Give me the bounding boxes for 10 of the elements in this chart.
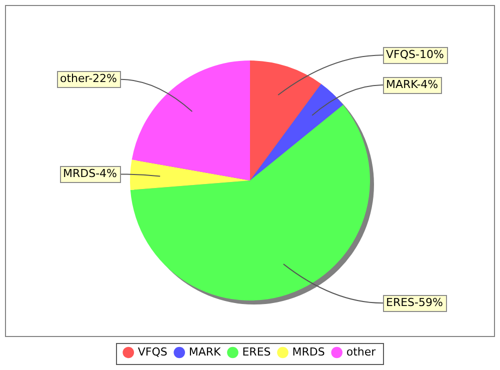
data-label: MARK-4% bbox=[386, 78, 438, 91]
legend-label: VFQS bbox=[138, 345, 168, 358]
legend-label: ERES bbox=[242, 345, 271, 358]
legend-label: MRDS bbox=[292, 345, 325, 358]
legend-label: MARK bbox=[188, 345, 222, 358]
data-label: other-22% bbox=[60, 72, 118, 86]
data-label: ERES-59% bbox=[386, 296, 443, 309]
data-label: MRDS-4% bbox=[62, 167, 118, 180]
data-label: VFQS-10% bbox=[386, 48, 444, 61]
legend-label: other bbox=[346, 345, 376, 358]
